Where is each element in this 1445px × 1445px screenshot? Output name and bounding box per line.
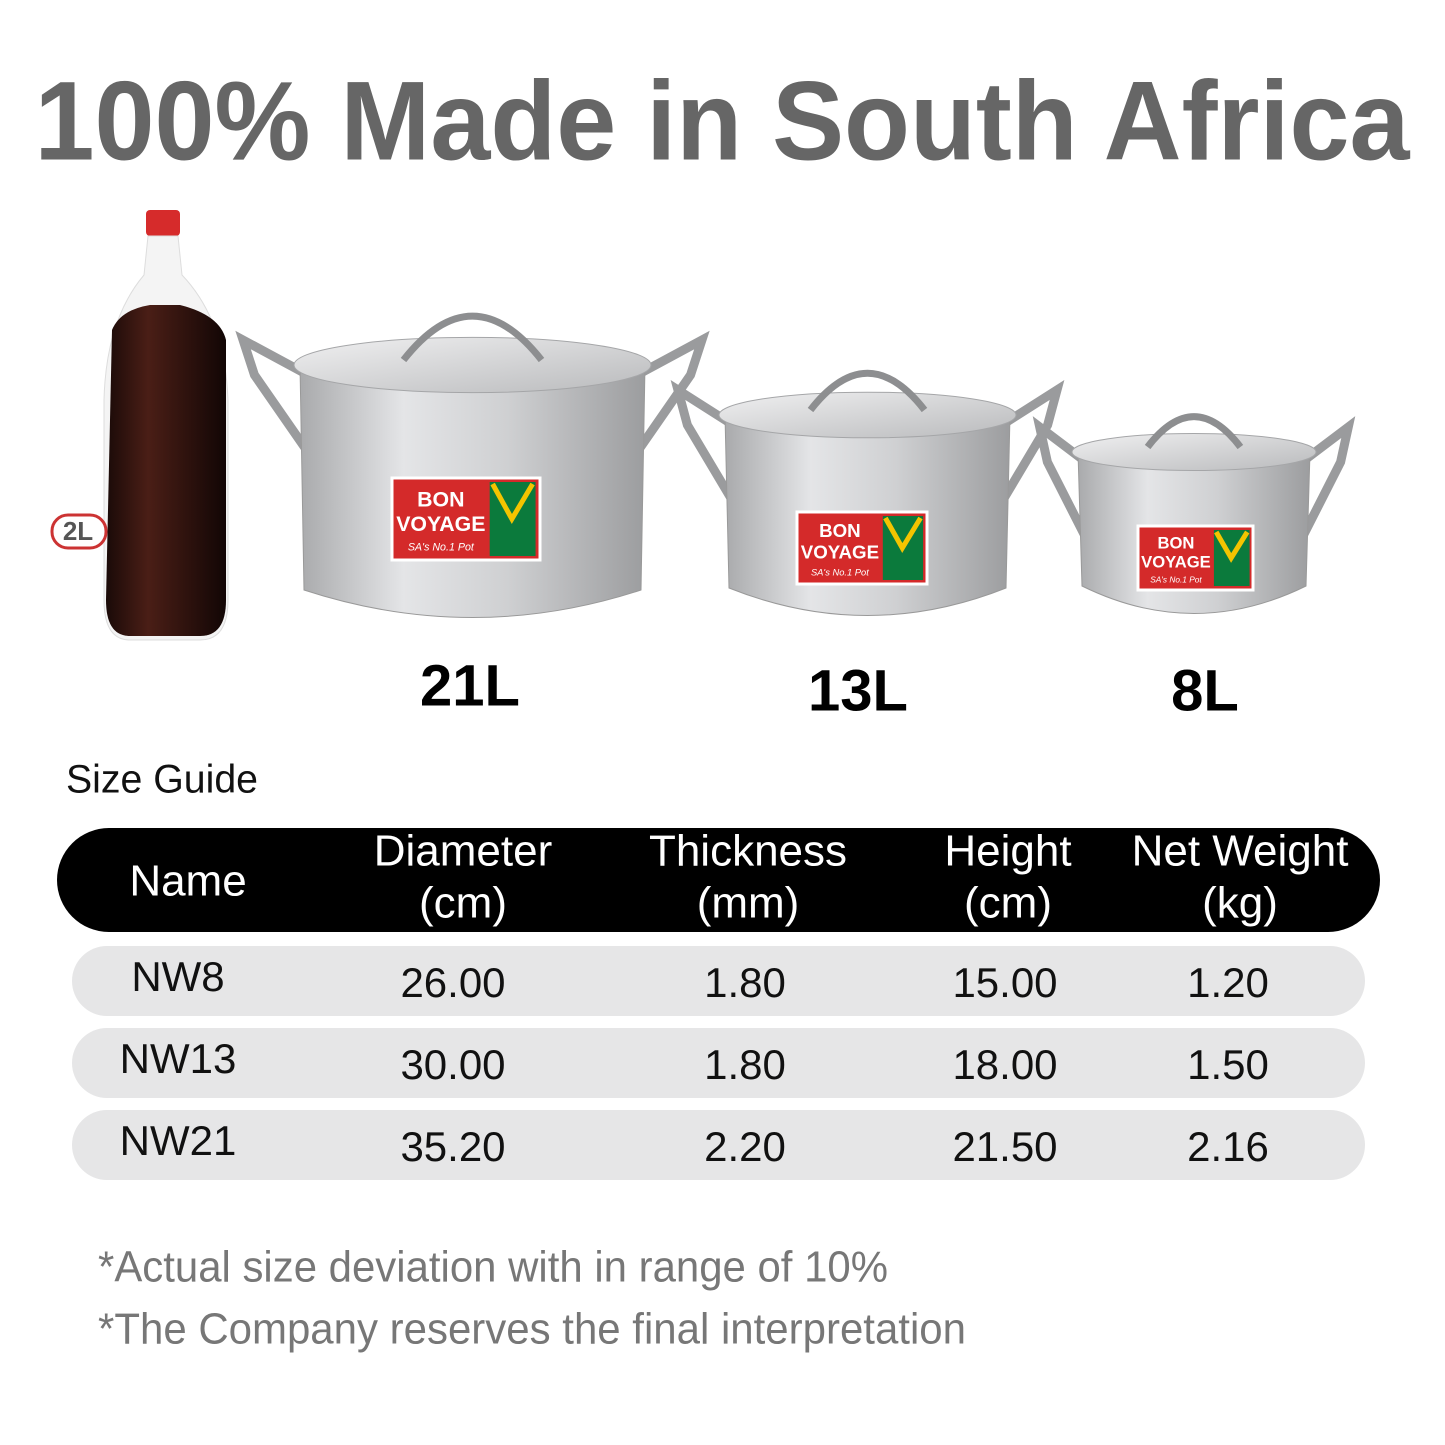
sticker-text: VOYAGE xyxy=(1141,553,1211,572)
header-cell: (mm) xyxy=(697,879,800,928)
row-bg xyxy=(72,1110,1365,1180)
size-guide-title: Size Guide xyxy=(66,758,258,802)
pot-lid xyxy=(1071,432,1317,472)
pot-label: 8L xyxy=(1171,658,1239,723)
header-cell: Height xyxy=(944,827,1071,876)
pot-label: 21L xyxy=(420,653,520,718)
table-cell: 15.00 xyxy=(952,959,1057,1006)
bottle-badge xyxy=(50,513,108,550)
lid-knob xyxy=(1144,413,1244,450)
table-cell: 18.00 xyxy=(952,1041,1057,1088)
title: 100% Made in South Africa xyxy=(35,59,1411,184)
bottle-label: 2L xyxy=(63,516,93,546)
header-cell: (cm) xyxy=(964,879,1052,928)
table-cell: 1.80 xyxy=(704,959,786,1006)
table-cell: 21.50 xyxy=(952,1123,1057,1170)
pot-lid xyxy=(718,391,1017,439)
row-bg xyxy=(72,1028,1365,1098)
row-bg xyxy=(72,946,1365,1016)
sticker-flag-y xyxy=(490,482,535,525)
pot-handle xyxy=(235,330,314,458)
sticker-tagline: SA's No.1 Pot xyxy=(811,568,869,578)
pot-lid xyxy=(293,336,652,394)
table-cell: NW21 xyxy=(120,1117,237,1164)
sticker-text: BON xyxy=(1157,533,1194,552)
header-cell: Name xyxy=(129,857,246,906)
table-cell: 1.80 xyxy=(704,1041,786,1088)
lid-knob xyxy=(807,370,928,413)
pot-label: 13L xyxy=(808,658,908,723)
header-cell: (cm) xyxy=(419,879,507,928)
table-cell: 26.00 xyxy=(400,959,505,1006)
note: *Actual size deviation with in range of … xyxy=(98,1243,888,1292)
table-cell: 35.20 xyxy=(400,1123,505,1170)
header-cell: Net Weight xyxy=(1132,827,1349,876)
table-cell: 2.16 xyxy=(1187,1123,1269,1170)
sticker-text: VOYAGE xyxy=(801,542,879,563)
header-bar xyxy=(57,828,1380,932)
header-cell: Thickness xyxy=(649,827,847,876)
bottle: 2L xyxy=(50,210,229,641)
header-cell: (kg) xyxy=(1202,879,1278,928)
sticker-text: BON xyxy=(819,520,861,541)
lid-knob xyxy=(400,312,545,363)
table-cell: 1.20 xyxy=(1187,959,1269,1006)
sticker-text: BON xyxy=(417,488,464,512)
sticker-flag-y xyxy=(1214,530,1250,563)
table-cell: NW8 xyxy=(131,953,224,1000)
size-table: Size Guide NameDiameter(cm)Thickness(mm)… xyxy=(57,758,1380,1180)
note: *The Company reserves the final interpre… xyxy=(98,1305,966,1354)
header-cell: Diameter xyxy=(374,827,553,876)
pot-handle xyxy=(1032,416,1093,545)
table-cell: 2.20 xyxy=(704,1123,786,1170)
sticker-tagline: SA's No.1 Pot xyxy=(1150,575,1202,585)
pot-handle xyxy=(670,379,739,508)
sticker-flag-y xyxy=(883,516,923,553)
sticker-text: VOYAGE xyxy=(396,512,485,536)
table-cell: 1.50 xyxy=(1187,1041,1269,1088)
sticker-tagline: SA's No.1 Pot xyxy=(408,542,475,554)
pot-handle xyxy=(1295,416,1356,545)
table-cell: 30.00 xyxy=(400,1041,505,1088)
pot-handle xyxy=(996,379,1065,508)
pot-handle xyxy=(631,330,710,458)
table-cell: NW13 xyxy=(120,1035,237,1082)
